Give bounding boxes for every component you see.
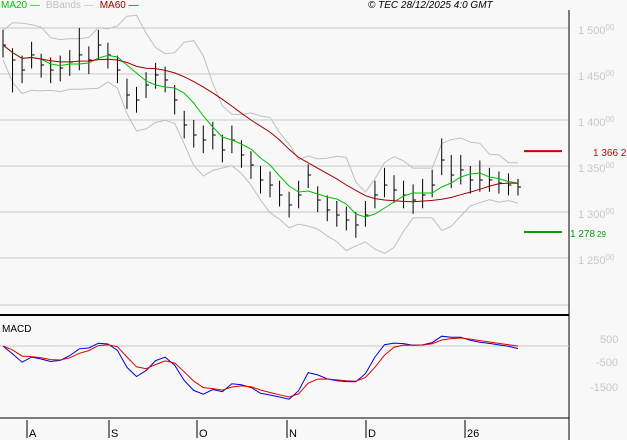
legend-ma60-label: MA60	[99, 0, 126, 11]
price-marker-label: 1 278 29	[570, 229, 606, 240]
bband-lower	[2, 59, 519, 254]
copyright: © TEC 28/12/2025 4:0 GMT	[368, 0, 493, 11]
price-marker-label: 1 366 2	[593, 148, 627, 159]
legend-ma20: MA20 —	[1, 0, 40, 11]
legend: MA20 — BBands — MA60 —	[1, 0, 139, 11]
legend-ma20-label: MA20	[1, 0, 28, 11]
x-tick-label: O	[199, 428, 208, 440]
y-tick-label: 1 35000	[578, 161, 615, 175]
y-tick-label: 1 40000	[578, 115, 615, 129]
y-tick-label: 1 25000	[578, 253, 615, 267]
y-tick-label: 1 30000	[578, 207, 615, 221]
legend-ma60: MA60 —	[100, 0, 139, 11]
macd-title: MACD	[2, 324, 31, 335]
ma20-line	[2, 44, 519, 218]
y-tick-label: 1 45000	[578, 69, 615, 83]
x-tick-label: 26	[467, 428, 479, 440]
legend-ma20-swatch: —	[29, 0, 40, 11]
macd-signal-line	[2, 337, 519, 398]
macd-y-tick-label: 500	[600, 334, 618, 346]
y-tick-label: 1 50000	[578, 23, 615, 37]
ma60-line	[2, 44, 519, 203]
legend-bbands-label: BBands	[45, 0, 81, 11]
x-tick-label: D	[368, 428, 376, 440]
macd-y-tick-label: -1500	[590, 382, 618, 394]
x-tick-label: S	[111, 428, 118, 440]
legend-bbands-swatch: —	[83, 0, 94, 11]
legend-ma60-swatch: —	[128, 0, 139, 11]
x-tick-label: N	[289, 428, 297, 440]
legend-bbands: BBands —	[46, 0, 94, 11]
x-tick-label: A	[29, 428, 37, 440]
bband-upper	[2, 14, 519, 193]
macd-y-tick-label: -500	[596, 357, 618, 369]
macd-line	[2, 335, 519, 400]
